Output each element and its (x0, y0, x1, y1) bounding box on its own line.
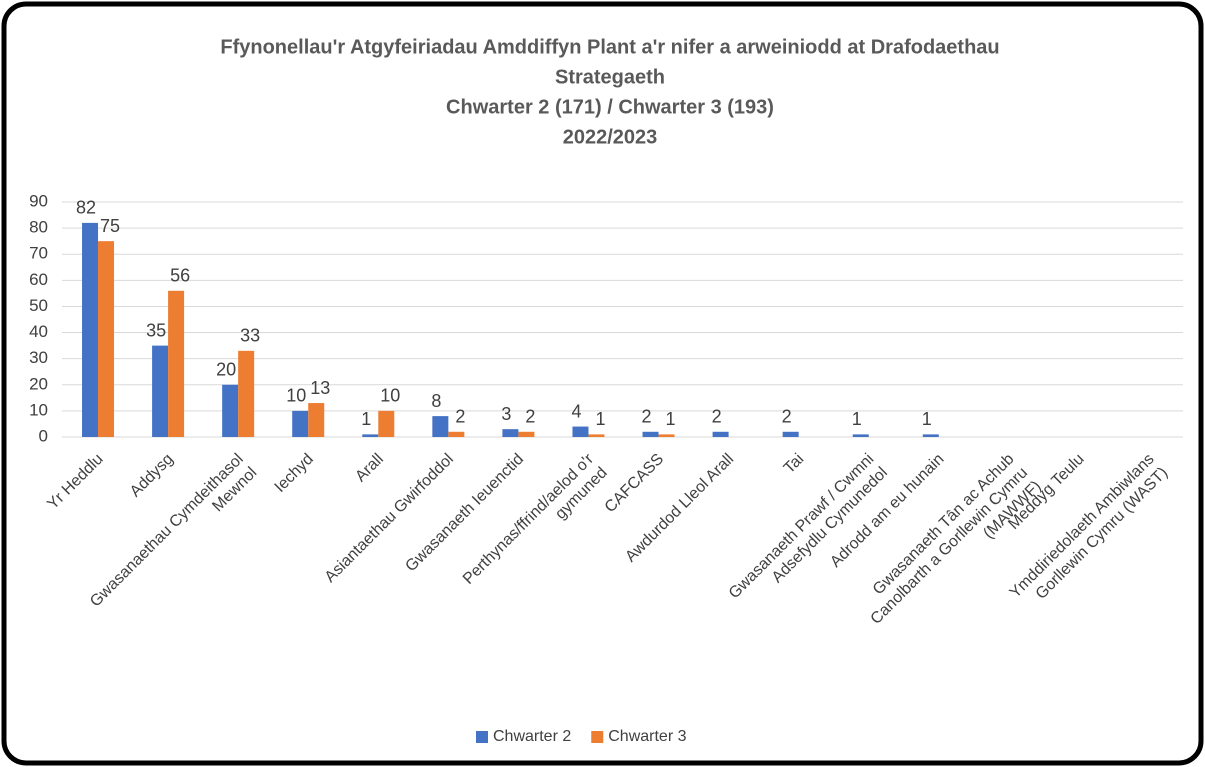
chart-subtitle: 2022/2023 (563, 126, 658, 148)
data-label: 1 (852, 409, 862, 429)
bar (378, 410, 395, 437)
data-label: 8 (431, 391, 441, 411)
data-label: 33 (240, 326, 260, 346)
chart-subtitle: Chwarter 2 (171) / Chwarter 3 (193) (446, 96, 774, 118)
bar (362, 434, 379, 437)
data-label: 2 (642, 407, 652, 427)
bar (152, 345, 169, 437)
data-label: 1 (922, 409, 932, 429)
legend-label: Chwarter 2 (493, 728, 571, 745)
data-label: 20 (216, 360, 236, 380)
bar (782, 431, 799, 437)
y-tick-label: 0 (39, 426, 48, 445)
y-tick-label: 90 (29, 191, 48, 210)
bar (222, 384, 239, 437)
y-tick-label: 30 (29, 348, 48, 367)
bar (572, 426, 589, 437)
chart-title: Strategaeth (555, 66, 665, 88)
data-label: 56 (170, 266, 190, 286)
data-label: 4 (571, 401, 581, 421)
bar (658, 434, 675, 437)
y-tick-label: 70 (29, 244, 48, 263)
bar (518, 431, 535, 437)
y-tick-label: 20 (29, 374, 48, 393)
bar (642, 431, 659, 437)
bar (432, 416, 449, 437)
legend-swatch (476, 731, 488, 743)
data-label: 10 (380, 386, 400, 406)
data-label: 2 (782, 407, 792, 427)
data-label: 3 (501, 404, 511, 424)
bar (308, 403, 325, 437)
bar (168, 290, 185, 437)
bar (852, 434, 869, 437)
data-label: 82 (76, 198, 96, 218)
data-label: 10 (286, 386, 306, 406)
bar (922, 434, 939, 437)
chart-title: Ffynonellau'r Atgyfeiriadau Amddiffyn Pl… (220, 36, 999, 58)
y-tick-label: 60 (29, 270, 48, 289)
data-label: 1 (595, 409, 605, 429)
data-label: 2 (712, 407, 722, 427)
data-label: 1 (666, 409, 676, 429)
data-label: 2 (525, 407, 535, 427)
legend-label: Chwarter 3 (608, 728, 686, 745)
bar (588, 434, 605, 437)
y-tick-label: 80 (29, 218, 48, 237)
data-label: 2 (455, 407, 465, 427)
y-tick-label: 50 (29, 296, 48, 315)
bar (98, 241, 115, 437)
data-label: 75 (100, 216, 120, 236)
bar (82, 222, 99, 437)
bar (502, 429, 519, 437)
bar (448, 431, 465, 437)
data-label: 13 (310, 378, 330, 398)
data-label: 35 (146, 320, 166, 340)
y-tick-label: 40 (29, 322, 48, 341)
y-tick-label: 10 (29, 400, 48, 419)
bar (292, 410, 309, 437)
legend-swatch (591, 731, 604, 743)
data-label: 1 (361, 409, 371, 429)
bar (238, 350, 255, 437)
bar (712, 431, 729, 437)
